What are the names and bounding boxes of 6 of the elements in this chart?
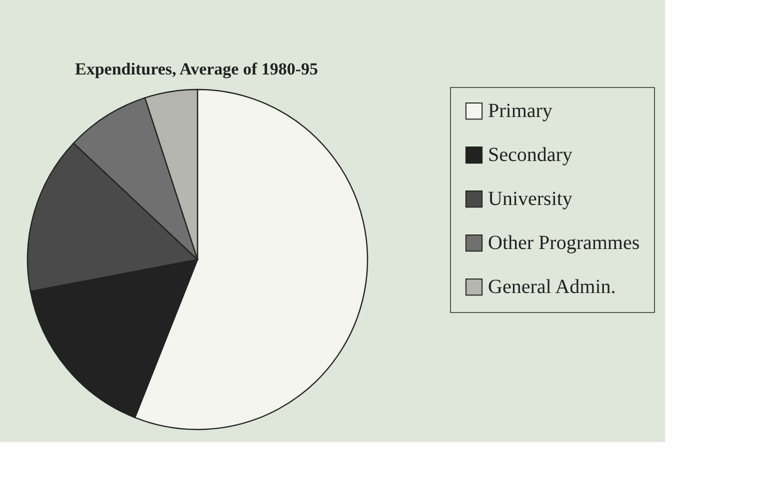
legend-label: Primary: [488, 100, 552, 122]
chart-title: Expenditures, Average of 1980-95: [75, 60, 318, 78]
legend-label: Other Programmes: [488, 232, 640, 254]
legend-label: General Admin.: [488, 276, 616, 298]
legend-label: University: [488, 188, 572, 210]
legend-label: Secondary: [488, 144, 572, 166]
